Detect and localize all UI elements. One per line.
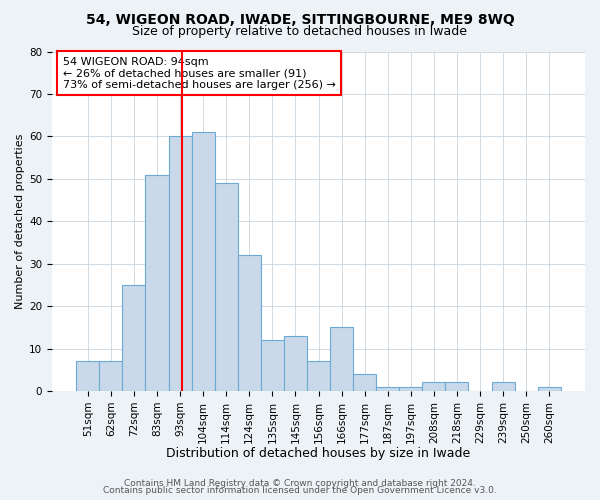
Bar — [307, 362, 330, 391]
Bar — [353, 374, 376, 391]
Bar — [538, 386, 561, 391]
Bar — [169, 136, 191, 391]
Bar — [445, 382, 469, 391]
Bar — [422, 382, 445, 391]
Bar — [215, 183, 238, 391]
Bar — [191, 132, 215, 391]
Bar — [330, 328, 353, 391]
Text: Size of property relative to detached houses in Iwade: Size of property relative to detached ho… — [133, 25, 467, 38]
Bar — [238, 255, 261, 391]
Text: Contains HM Land Registry data © Crown copyright and database right 2024.: Contains HM Land Registry data © Crown c… — [124, 478, 476, 488]
Bar — [122, 285, 145, 391]
Text: Contains public sector information licensed under the Open Government Licence v3: Contains public sector information licen… — [103, 486, 497, 495]
Bar — [100, 362, 122, 391]
Bar — [145, 174, 169, 391]
Bar — [399, 386, 422, 391]
Bar — [376, 386, 399, 391]
Y-axis label: Number of detached properties: Number of detached properties — [15, 134, 25, 309]
Text: 54 WIGEON ROAD: 94sqm
← 26% of detached houses are smaller (91)
73% of semi-deta: 54 WIGEON ROAD: 94sqm ← 26% of detached … — [62, 56, 335, 90]
Bar — [284, 336, 307, 391]
Bar — [491, 382, 515, 391]
Text: 54, WIGEON ROAD, IWADE, SITTINGBOURNE, ME9 8WQ: 54, WIGEON ROAD, IWADE, SITTINGBOURNE, M… — [86, 12, 514, 26]
Bar — [261, 340, 284, 391]
Bar — [76, 362, 100, 391]
X-axis label: Distribution of detached houses by size in Iwade: Distribution of detached houses by size … — [166, 447, 470, 460]
